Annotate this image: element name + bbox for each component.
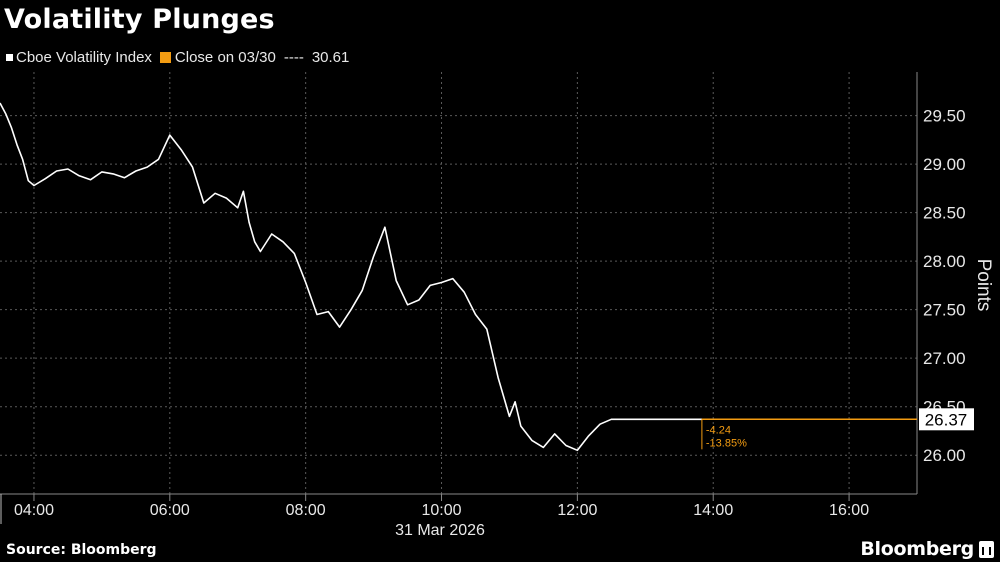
x-tick-label: 06:00 xyxy=(150,502,190,519)
x-tick-label: 16:00 xyxy=(829,502,869,519)
close-swatch xyxy=(159,52,171,63)
last-value-label: 26.37 xyxy=(925,410,968,429)
x-tick-label: 04:00 xyxy=(14,502,54,519)
grid xyxy=(0,72,917,494)
x-tick-label: 10:00 xyxy=(421,502,461,519)
legend-series-label: Cboe Volatility Index xyxy=(16,49,152,66)
y-tick-label: 29.50 xyxy=(923,107,966,126)
series-layer xyxy=(0,102,702,452)
last-value-badge xyxy=(919,408,974,431)
axes: 26.0026.5027.0027.5028.0028.5029.0029.50… xyxy=(0,72,994,539)
legend: Cboe Volatility Index Close on 03/30 ---… xyxy=(6,49,357,66)
y-tick-label: 28.50 xyxy=(923,204,966,223)
change-pct-label: -13.85% xyxy=(706,437,747,449)
legend-close-label: Close on 03/30 xyxy=(174,49,276,66)
legend-close: Close on 03/30 ---- 30.61 xyxy=(159,49,350,66)
x-tick-label: 12:00 xyxy=(557,502,597,519)
y-tick-label: 26.00 xyxy=(923,446,966,465)
legend-close-value: 30.61 xyxy=(311,49,350,66)
annotations: -4.24-13.85% 26.37 xyxy=(701,408,974,450)
legend-close-dashes: ---- xyxy=(283,49,304,66)
change-abs-label: -4.24 xyxy=(706,424,731,436)
x-tick-label: 08:00 xyxy=(286,502,326,519)
y-axis-title: Points xyxy=(973,259,994,312)
y-tick-label: 29.00 xyxy=(923,155,966,174)
brand-logo: Bloomberg xyxy=(860,538,974,560)
source-note: Source: Bloomberg xyxy=(6,542,157,558)
chart-title: Volatility Plunges xyxy=(4,4,275,35)
y-tick-label: 27.00 xyxy=(923,349,966,368)
x-axis-date-label: 31 Mar 2026 xyxy=(395,522,485,539)
bloomberg-chart-icon xyxy=(979,541,994,558)
y-tick-label: 27.50 xyxy=(923,301,966,320)
y-tick-label: 28.00 xyxy=(923,252,966,271)
legend-series: Cboe Volatility Index xyxy=(6,49,152,66)
x-tick-label: 14:00 xyxy=(693,502,733,519)
series-swatch xyxy=(6,54,13,61)
series-line-vix xyxy=(0,102,702,452)
